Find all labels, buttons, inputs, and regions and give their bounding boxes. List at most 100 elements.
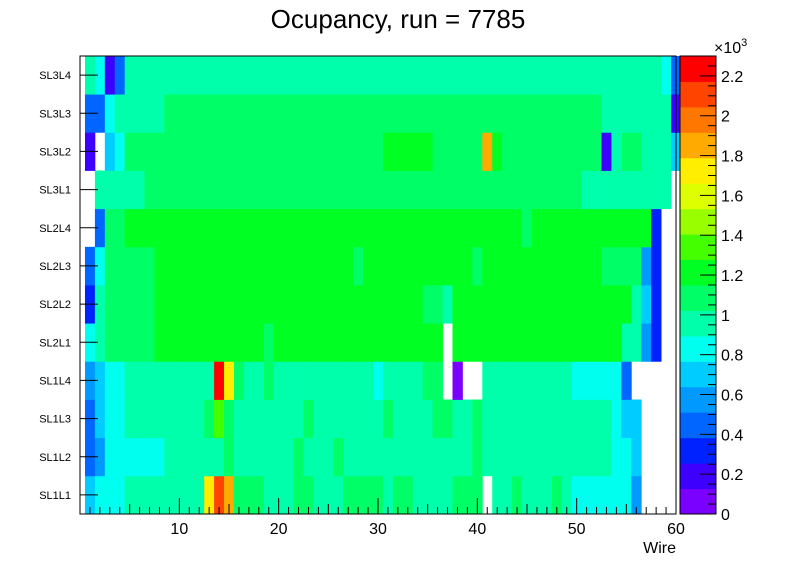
heatmap-cell [482,323,493,362]
heatmap-cell [333,399,344,439]
heatmap-cell [551,399,563,439]
heatmap-cell [581,361,592,400]
heatmap-cell [402,56,414,95]
heatmap-cell [293,323,304,362]
heatmap-cell [323,437,334,477]
heatmap-cell [263,437,275,477]
heatmap-cell [581,323,592,362]
color-scale-bar [680,56,716,515]
heatmap-cell [363,323,374,362]
heatmap-cell [104,208,116,248]
heatmap-cell [462,56,473,95]
heatmap-cell [253,285,265,324]
heatmap-cell [313,437,324,477]
heatmap-cell [273,246,285,286]
heatmap-cell [194,208,205,248]
heatmap-cell [214,475,225,515]
heatmap-cell [571,246,583,286]
heatmap-cell [343,475,354,515]
heatmap-cell [601,285,612,324]
heatmap-cell [561,437,573,477]
heatmap-cell [581,208,592,248]
heatmap-cell [224,208,235,248]
heatmap-cell [154,361,165,400]
heatmap-cell [104,285,116,324]
heatmap-cell [144,56,155,95]
heatmap-cell [273,285,285,324]
heatmap-cell [253,475,265,515]
heatmap-cell [263,170,275,210]
heatmap-cell [581,56,592,95]
heatmap-cell [114,132,126,171]
heatmap-cell [512,437,523,477]
heatmap-cell [641,285,652,324]
heatmap-cell [502,399,513,439]
heatmap-cell [382,56,394,95]
heatmap-cell [164,94,175,133]
heatmap-cell [492,361,503,400]
heatmap-cell [283,361,294,400]
heatmap-cell [154,208,165,248]
heatmap-cell [561,399,573,439]
heatmap-cell [472,285,483,324]
heatmap-cell [621,475,632,515]
heatmap-cell [184,246,195,286]
heatmap-cell [512,94,523,133]
heatmap-cell [442,475,453,515]
heatmap-cell [541,361,553,400]
heatmap-cell [353,246,364,286]
heatmap-cell [353,437,364,477]
heatmap-cell [591,323,602,362]
heatmap-cell [651,170,662,210]
color-scale-swatch [680,157,716,184]
heatmap-cell [253,361,265,400]
heatmap-cell [492,323,503,362]
heatmap-cell [194,323,205,362]
heatmap-cell [253,56,265,95]
heatmap-cell [621,170,632,210]
heatmap-cell [551,56,563,95]
heatmap-cell [412,246,424,286]
heatmap-cell [432,132,443,171]
heatmap-cell [224,475,235,515]
heatmap-cell [611,170,622,210]
y-axis-ticks: SL1L1 SL1L2 SL1L3 SL1L4 SL2L1 SL2L2 SL2L3 SL2L4… [39,70,98,502]
z-tick-label: 1.2 [721,268,743,285]
heatmap-cell [104,437,116,477]
heatmap-cell [353,56,364,95]
heatmap-cell [412,475,424,515]
heatmap-cell [333,361,344,400]
heatmap-cell [392,361,404,400]
heatmap-cell [611,399,622,439]
heatmap-cell [154,437,165,477]
heatmap-cell [154,246,165,286]
heatmap-cell [422,323,434,362]
heatmap-cell [581,246,592,286]
color-scale-swatch [680,106,716,133]
heatmap-cell [313,170,324,210]
heatmap-cell [522,94,533,133]
heatmap-cell [531,475,543,515]
heatmap-cell [363,132,374,171]
heatmap-cell [283,437,294,477]
heatmap-cell [482,132,493,171]
heatmap-cell [621,399,632,439]
heatmap-cell [472,437,483,477]
heatmap-cell [253,94,265,133]
heatmap-cell [561,132,573,171]
heatmap-cell [363,285,374,324]
y-tick-label: SL1L1 [39,490,71,502]
heatmap-cell [373,246,384,286]
heatmap-cell [512,56,523,95]
heatmap-cell [154,170,165,210]
heatmap-cell [601,323,612,362]
heatmap-cell [273,94,285,133]
heatmap-cell [94,361,106,400]
heatmap-cell [551,170,563,210]
heatmap-cell [402,208,414,248]
heatmap-cell [581,437,592,477]
heatmap-cell [293,475,304,515]
heatmap-cell [204,56,215,95]
heatmap-cell [353,399,364,439]
heatmap-cell [472,94,483,133]
